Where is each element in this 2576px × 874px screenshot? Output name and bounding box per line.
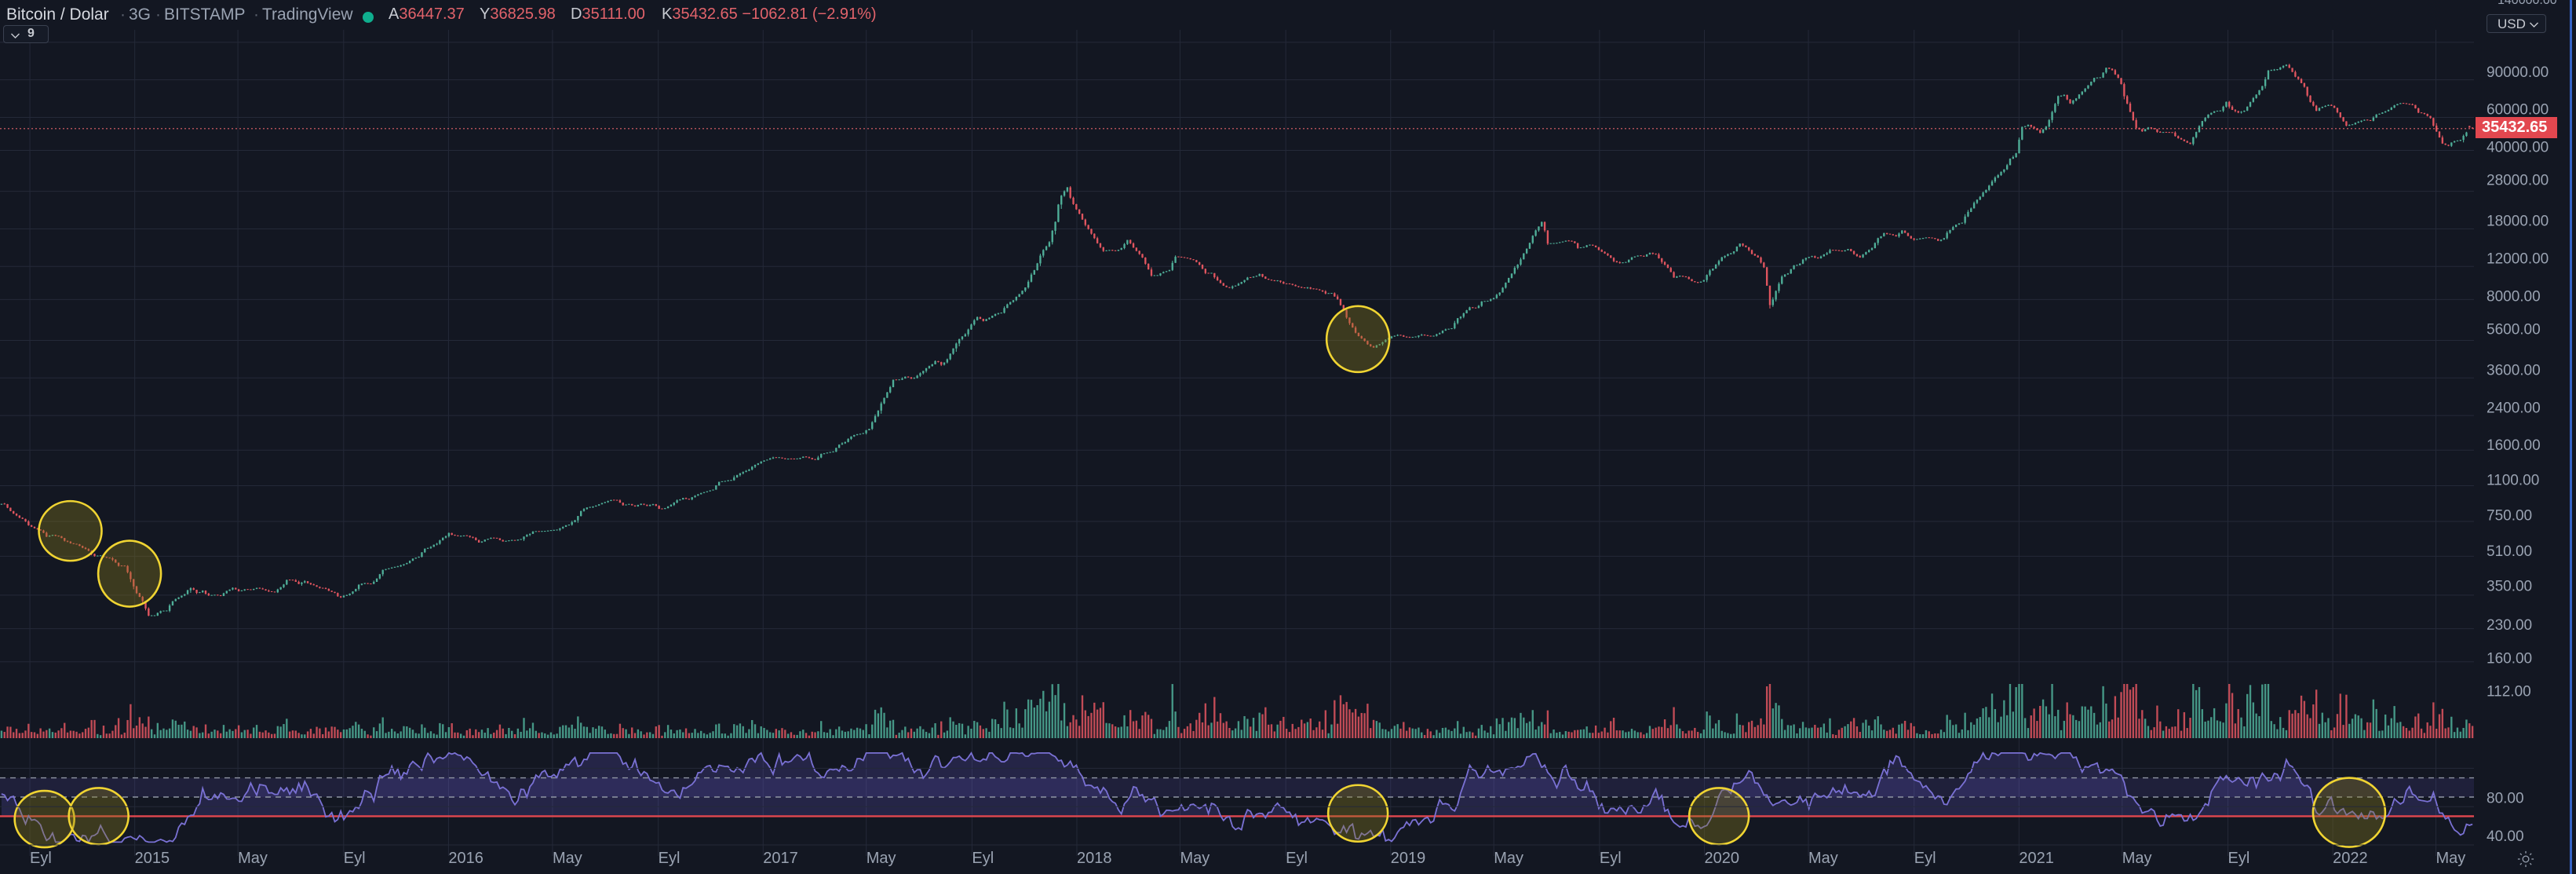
svg-text:Eyl: Eyl (344, 850, 366, 867)
svg-text:3600.00: 3600.00 (2487, 362, 2541, 378)
svg-text:Eyl: Eyl (30, 850, 52, 867)
svg-text:Eyl: Eyl (1286, 850, 1308, 867)
svg-text:18000.00: 18000.00 (2487, 214, 2549, 230)
svg-text:2016: 2016 (448, 850, 483, 867)
svg-text:2400.00: 2400.00 (2487, 400, 2541, 416)
svg-text:May: May (2122, 850, 2152, 867)
svg-text:2017: 2017 (763, 850, 798, 867)
svg-text:May: May (2436, 850, 2466, 867)
svg-text:May: May (1808, 850, 1838, 867)
svg-text:1100.00: 1100.00 (2487, 472, 2539, 488)
svg-text:2020: 2020 (1705, 850, 1740, 867)
svg-text:May: May (553, 850, 582, 867)
svg-text:2019: 2019 (1391, 850, 1426, 867)
svg-text:1600.00: 1600.00 (2487, 437, 2541, 454)
svg-text:Eyl: Eyl (2228, 850, 2249, 867)
svg-text:May: May (238, 850, 268, 867)
svg-text:Eyl: Eyl (972, 850, 994, 867)
svg-text:May: May (867, 850, 896, 867)
svg-text:5600.00: 5600.00 (2487, 321, 2541, 338)
svg-text:2022: 2022 (2333, 850, 2368, 867)
svg-text:350.00: 350.00 (2487, 578, 2532, 594)
svg-text:28000.00: 28000.00 (2487, 173, 2549, 189)
svg-text:160.00: 160.00 (2487, 651, 2532, 667)
svg-text:8000.00: 8000.00 (2487, 288, 2541, 305)
svg-text:Eyl: Eyl (1600, 850, 1622, 867)
svg-text:2021: 2021 (2019, 850, 2054, 867)
svg-text:Eyl: Eyl (1914, 850, 1936, 867)
svg-text:510.00: 510.00 (2487, 543, 2532, 560)
svg-text:40000.00: 40000.00 (2487, 140, 2549, 156)
svg-text:230.00: 230.00 (2487, 617, 2532, 634)
svg-text:2018: 2018 (1077, 850, 1112, 867)
svg-text:80.00: 80.00 (2487, 790, 2524, 806)
svg-text:40.00: 40.00 (2487, 828, 2524, 845)
svg-text:750.00: 750.00 (2487, 507, 2532, 524)
svg-text:May: May (1180, 850, 1210, 867)
svg-text:May: May (1494, 850, 1523, 867)
svg-text:2015: 2015 (135, 850, 170, 867)
svg-text:60000.00: 60000.00 (2487, 102, 2549, 119)
svg-text:12000.00: 12000.00 (2487, 250, 2549, 267)
svg-text:112.00: 112.00 (2487, 684, 2531, 700)
svg-text:90000.00: 90000.00 (2487, 64, 2549, 81)
svg-text:Eyl: Eyl (659, 850, 680, 867)
